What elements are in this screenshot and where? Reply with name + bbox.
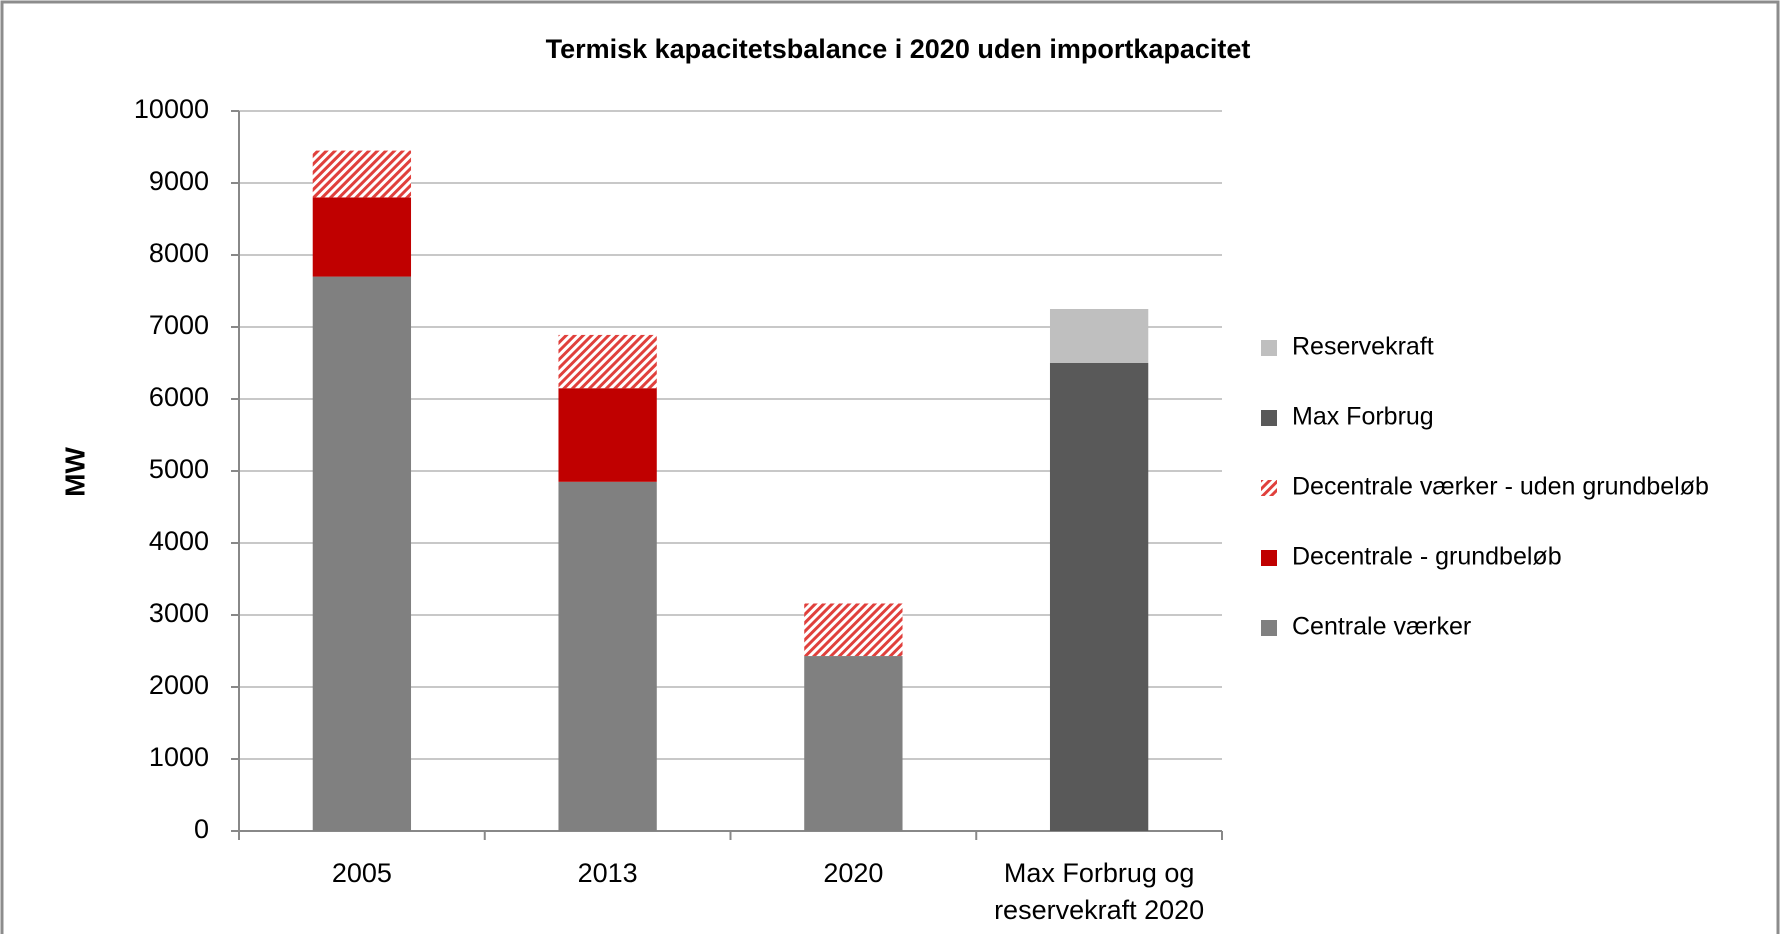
y-tick-label: 5000 — [149, 454, 209, 484]
bar-segment — [804, 603, 903, 657]
chart-title: Termisk kapacitetsbalance i 2020 uden im… — [546, 34, 1251, 64]
legend-label: Max Forbrug — [1292, 403, 1434, 431]
x-tick-label: 2005 — [331, 858, 392, 888]
legend-swatch — [1261, 340, 1277, 356]
legend-swatch — [1261, 550, 1277, 566]
legend-swatch — [1261, 480, 1277, 496]
y-tick-label: 7000 — [149, 310, 209, 340]
y-axis-label: MW — [59, 447, 90, 497]
bar-segment — [558, 388, 657, 482]
bar-segment — [312, 150, 412, 198]
y-tick-label: 2000 — [149, 670, 209, 700]
legend-label: Reservekraft — [1292, 333, 1434, 361]
y-tick-label: 10000 — [134, 94, 209, 124]
x-tick-label: Max Forbrug og reservekraft 2020 — [994, 858, 1205, 925]
bar-segment — [1049, 363, 1149, 831]
x-tick-label: 2013 — [577, 858, 638, 888]
bar-segment — [312, 197, 412, 277]
bar-segment — [804, 656, 903, 831]
y-tick-label: 3000 — [149, 598, 209, 628]
y-tick-label: 1000 — [149, 742, 209, 772]
legend-label: Decentrale - grundbeløb — [1292, 543, 1562, 571]
legend-label: Centrale værker — [1292, 613, 1471, 641]
y-tick-label: 9000 — [149, 166, 209, 196]
legend-swatch — [1261, 410, 1277, 426]
y-tick-label: 4000 — [149, 526, 209, 556]
y-tick-label: 6000 — [149, 382, 209, 412]
bar-segment — [558, 334, 657, 389]
legend-label: Decentrale værker - uden grundbeløb — [1292, 473, 1709, 501]
bar-segment — [312, 276, 412, 832]
legend-swatch — [1261, 620, 1277, 636]
x-tick-label: 2020 — [823, 858, 884, 888]
y-tick-label: 8000 — [149, 238, 209, 268]
y-tick-label: 0 — [194, 814, 209, 844]
bar-segment — [558, 481, 657, 831]
bar-segment — [1049, 309, 1149, 363]
